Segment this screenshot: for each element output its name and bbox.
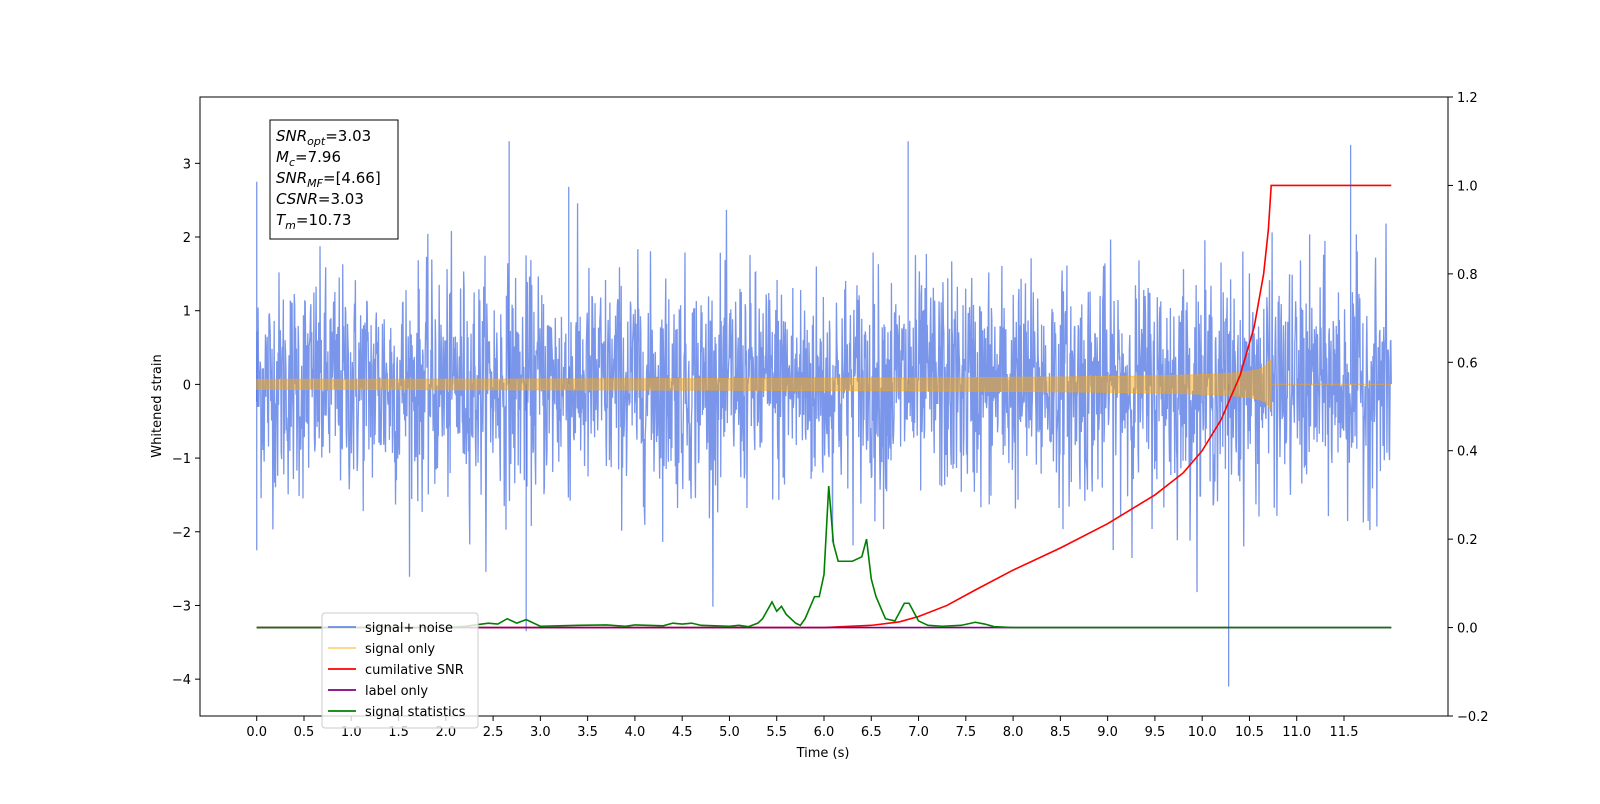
y-left-tick-label: −2 [172,526,191,541]
y-right-tick-label: 1.2 [1457,91,1478,106]
y-left-tick-label: −4 [172,673,191,688]
x-tick-label: 0.5 [294,725,315,740]
y-left-tick-label: 2 [183,231,191,246]
legend-frame [321,612,479,729]
y-right-tick-label: 1.0 [1457,179,1478,194]
infobox-entry: SNRMF=[4.66] [276,169,381,190]
y-right-tick-label: 0.6 [1457,356,1478,371]
legend-label: signal statistics [365,705,466,720]
infobox-frame [269,119,399,240]
x-tick-label: 4.0 [625,725,646,740]
x-tick-label: 10.5 [1235,725,1264,740]
series-signal-statistics [256,486,1392,629]
y-left-tick-label: 1 [183,305,191,320]
legend-label: signal+ noise [365,621,453,636]
x-tick-label: 5.5 [766,725,787,740]
x-tick-label: 11.0 [1282,725,1311,740]
x-tick-label: 7.5 [955,725,976,740]
x-tick-label: 7.0 [908,725,929,740]
x-tick-label: 1.0 [341,725,362,740]
infobox-entry: CSNR=3.03 [276,190,364,208]
y-right-tick-label: 0.0 [1457,622,1478,637]
x-tick-label: 8.0 [1003,725,1024,740]
legend-label: cumilative SNR [365,663,464,678]
y-right-tick-label: 0.2 [1457,533,1478,548]
x-tick-label: 5.0 [719,725,740,740]
infobox-entry: SNRopt=3.03 [276,127,371,148]
infobox-entry: Tm=10.73 [276,211,351,232]
legend: signal+ noise signal only cumilative SNR la… [321,612,479,729]
x-tick-label: 2.5 [483,725,504,740]
x-tick-label: 0.0 [246,725,267,740]
x-tick-label: 8.5 [1050,725,1071,740]
x-axis-label: Time (s) [796,746,850,761]
series-signal-only [256,359,1272,410]
x-tick-label: 10.0 [1188,725,1217,740]
x-tick-label: 3.5 [577,725,598,740]
x-tick-label: 2.0 [435,725,456,740]
series-cumilative-snr [256,184,1392,629]
y-right-tick-label: 0.8 [1457,268,1478,283]
y-axis-label-left: Whitened strain [150,354,165,457]
legend-label: label only [365,684,428,699]
y-right-tick-label: 0.4 [1457,445,1478,460]
x-tick-label: 9.5 [1145,725,1166,740]
x-tick-label: 9.0 [1097,725,1118,740]
infobox-entry: Mc=7.96 [276,148,341,169]
series-layer [256,141,1392,687]
ticks-layer: 0.0 0.5 1.0 1.5 2.0 2.5 3.0 3.5 4.0 4.5 5.0 5.5 6.0 6… [172,91,1489,740]
y-left-tick-label: −1 [172,452,191,467]
legend-label: signal only [365,642,435,657]
y-left-tick-label: 0 [183,378,191,393]
x-tick-label: 6.0 [814,725,835,740]
series-signal-noise [256,203,1392,607]
x-tick-label: 1.5 [388,725,409,740]
y-left-tick-label: 3 [183,157,191,172]
y-right-tick-label: −0.2 [1457,710,1489,725]
x-tick-label: 3.0 [530,725,551,740]
x-tick-label: 4.5 [672,725,693,740]
x-tick-label: 6.5 [861,725,882,740]
x-tick-label: 11.5 [1330,725,1359,740]
y-left-tick-label: −3 [172,599,191,614]
